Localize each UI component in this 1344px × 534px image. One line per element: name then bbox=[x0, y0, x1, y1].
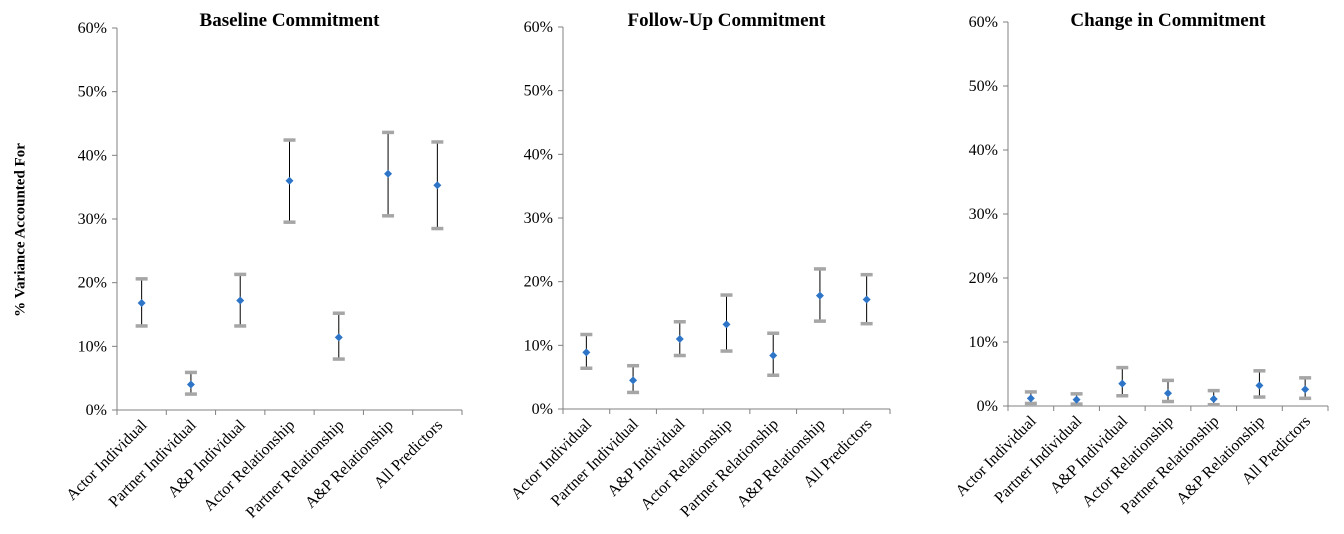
data-point bbox=[675, 334, 684, 343]
y-tick-label: 50% bbox=[969, 78, 998, 95]
x-tick-label: Actor Relationship bbox=[201, 417, 299, 515]
data-point bbox=[722, 320, 731, 329]
y-tick-label: 60% bbox=[969, 14, 998, 31]
data-point bbox=[1026, 394, 1035, 403]
x-tick-label: A&P Individual bbox=[1047, 412, 1132, 497]
y-tick-label: 40% bbox=[969, 142, 998, 159]
data-point bbox=[629, 376, 638, 385]
chart-panel-2: Follow-Up Commitment 0% 10% 20% 30% 40% 50% 60%… bbox=[508, 10, 891, 521]
chart-title: Follow-Up Commitment bbox=[628, 10, 827, 31]
data-point bbox=[815, 291, 824, 300]
y-tick-label: 30% bbox=[78, 211, 107, 228]
y-tick-label: 50% bbox=[78, 84, 107, 101]
y-tick-label: 10% bbox=[969, 334, 998, 351]
x-tick-label: A&P Relationship bbox=[734, 416, 829, 511]
data-point bbox=[582, 348, 591, 357]
chart-title: Baseline Commitment bbox=[200, 10, 381, 31]
y-tick-label: 20% bbox=[524, 274, 553, 291]
chart-title: Change in Commitment bbox=[1070, 10, 1266, 31]
data-point bbox=[285, 176, 294, 185]
data-point bbox=[137, 299, 146, 308]
x-tick-label: Partner Individual bbox=[548, 415, 642, 509]
y-tick-label: 20% bbox=[78, 275, 107, 292]
data-point bbox=[334, 333, 343, 342]
y-tick-label: 20% bbox=[969, 270, 998, 287]
data-point bbox=[769, 351, 778, 360]
data-point bbox=[384, 169, 393, 178]
y-tick-label: 40% bbox=[78, 147, 107, 164]
y-tick-label: 50% bbox=[524, 83, 553, 100]
x-tick-label: Actor Individual bbox=[508, 415, 596, 503]
y-tick-label: 60% bbox=[524, 19, 553, 36]
data-point bbox=[1255, 381, 1264, 390]
y-tick-label: 0% bbox=[532, 401, 553, 418]
x-tick-label: Partner Individual bbox=[106, 416, 200, 510]
data-point bbox=[1072, 395, 1081, 404]
y-tick-label: 60% bbox=[78, 20, 107, 37]
y-tick-label: 0% bbox=[86, 402, 107, 419]
data-point bbox=[1301, 385, 1310, 394]
data-point bbox=[1118, 379, 1127, 388]
data-point bbox=[433, 181, 442, 190]
data-point bbox=[1209, 394, 1218, 403]
y-tick-label: 30% bbox=[524, 210, 553, 227]
y-tick-label: 30% bbox=[969, 206, 998, 223]
data-point bbox=[1164, 389, 1172, 398]
y-tick-label: 10% bbox=[78, 338, 107, 355]
x-tick-label: Actor Individual bbox=[953, 412, 1041, 500]
y-tick-label: 40% bbox=[524, 146, 553, 163]
y-tick-label: 10% bbox=[524, 337, 553, 354]
data-point bbox=[186, 380, 195, 389]
chart-panel-1: Baseline Commitment 0% 10% 20% 30% 40% 50% 60% A… bbox=[63, 10, 463, 522]
x-tick-label: A&P Relationship bbox=[302, 417, 397, 512]
data-point bbox=[862, 295, 871, 304]
chart-panel-3: Change in Commitment 0% 10% 20% 30% 40% 50% 60%… bbox=[953, 10, 1329, 518]
y-tick-label: 0% bbox=[977, 398, 998, 415]
data-point bbox=[236, 296, 245, 305]
